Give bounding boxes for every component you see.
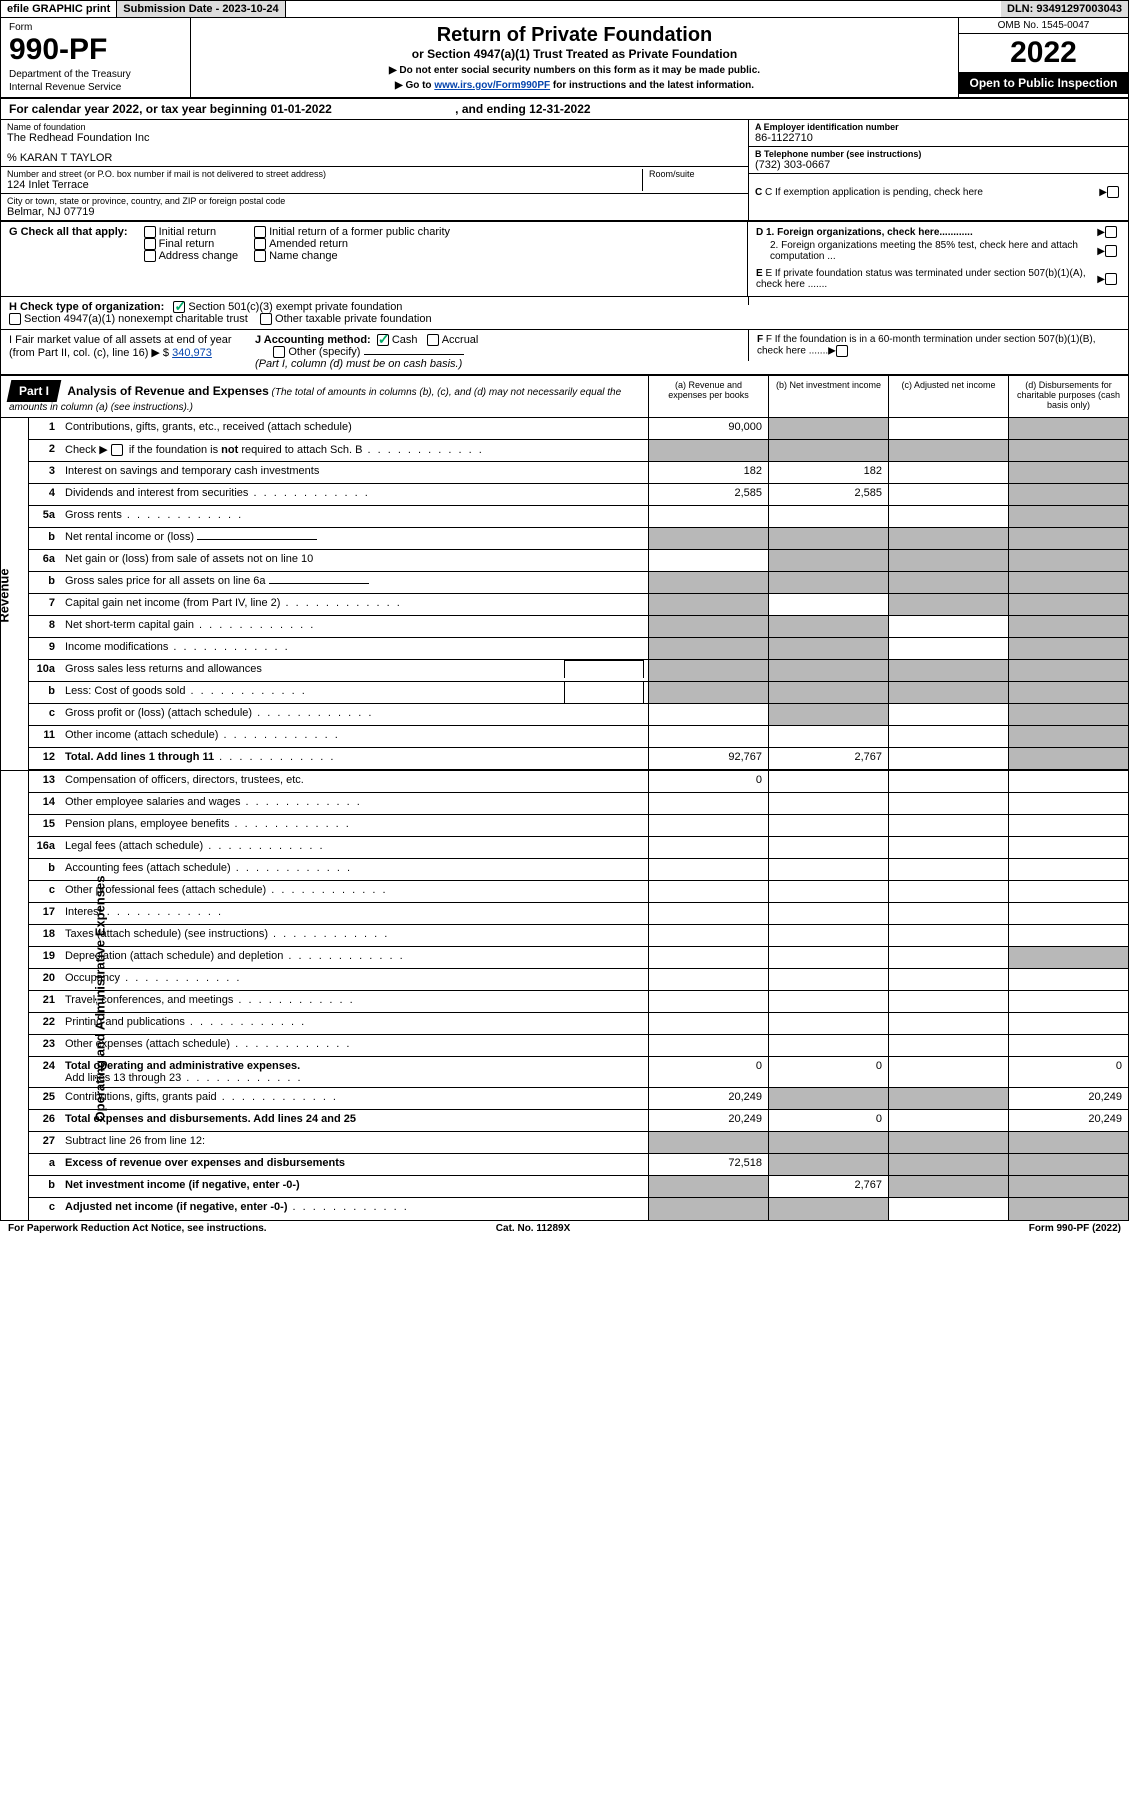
header-right: OMB No. 1545-0047 2022 Open to Public In… (958, 18, 1128, 97)
topbar: efile GRAPHIC print Submission Date - 20… (1, 1, 1128, 18)
tax-year: 2022 (959, 34, 1128, 72)
paperwork-notice: For Paperwork Reduction Act Notice, see … (8, 1223, 267, 1234)
submission-date: Submission Date - 2023-10-24 (117, 1, 285, 17)
section-g-h: G Check all that apply: Initial return F… (1, 221, 1128, 296)
form-header: Form 990-PF Department of the Treasury I… (1, 18, 1128, 99)
city-state-zip: Belmar, NJ 07719 (7, 206, 742, 218)
revenue-label: Revenue (0, 569, 12, 623)
cb-501c3[interactable] (173, 301, 185, 313)
header-center: Return of Private Foundation or Section … (191, 18, 958, 97)
revenue-grid: Revenue 1Contributions, gifts, grants, e… (1, 418, 1128, 770)
form-label: Form (9, 22, 182, 33)
ein-row: A Employer identification number 86-1122… (749, 120, 1128, 147)
efile-print[interactable]: efile GRAPHIC print (1, 1, 117, 17)
cb-address[interactable] (144, 250, 156, 262)
expenses-label: Operating and Administrative Expenses (92, 876, 107, 1122)
cat-no: Cat. No. 11289X (496, 1223, 570, 1234)
cb-other-method[interactable] (273, 346, 285, 358)
cb-initial-public[interactable] (254, 226, 266, 238)
col-d-header: (d) Disbursements for charitable purpose… (1008, 376, 1128, 417)
cb-schb[interactable] (111, 444, 123, 456)
cb-e[interactable] (1105, 273, 1117, 285)
form-container: efile GRAPHIC print Submission Date - 20… (0, 0, 1129, 1221)
phone-row: B Telephone number (see instructions) (7… (749, 147, 1128, 174)
dln: DLN: 93491297003043 (1001, 1, 1128, 17)
col-b-header: (b) Net investment income (768, 376, 888, 417)
form-subtitle: or Section 4947(a)(1) Trust Treated as P… (201, 47, 948, 61)
i-j-row: I Fair market value of all assets at end… (1, 329, 1128, 374)
d-e-section: D 1. Foreign organizations, check here..… (748, 222, 1128, 296)
cb-cash[interactable] (377, 334, 389, 346)
cb-d2[interactable] (1105, 245, 1117, 257)
cb-4947[interactable] (9, 313, 21, 325)
cb-amended[interactable] (254, 238, 266, 250)
note-link: ▶ Go to www.irs.gov/Form990PF for instru… (201, 80, 948, 91)
part1-label: Part I (7, 380, 62, 402)
g-checkboxes: G Check all that apply: Initial return F… (1, 222, 748, 296)
col-a-header: (a) Revenue and expenses per books (648, 376, 768, 417)
expenses-grid: Operating and Administrative Expenses 13… (1, 770, 1128, 1220)
care-of: % KARAN T TAYLOR (7, 152, 742, 164)
col-c-header: (c) Adjusted net income (888, 376, 1008, 417)
cb-other-tax[interactable] (260, 313, 272, 325)
fmv-link[interactable]: 340,973 (172, 347, 212, 359)
foundation-name: The Redhead Foundation Inc (7, 132, 742, 144)
footer: For Paperwork Reduction Act Notice, see … (0, 1221, 1129, 1236)
exemption-pending-row: C C If exemption application is pending,… (749, 174, 1128, 200)
part1-header: Part I Analysis of Revenue and Expenses … (1, 374, 1128, 418)
note-ssn: ▶ Do not enter social security numbers o… (201, 65, 948, 76)
form-number: 990-PF (9, 33, 182, 67)
form-ref: Form 990-PF (2022) (1029, 1223, 1121, 1234)
dept-treasury: Department of the Treasury (9, 69, 182, 80)
city-row: City or town, state or province, country… (1, 194, 748, 220)
form-title: Return of Private Foundation (201, 24, 948, 47)
street-address: 124 Inlet Terrace (7, 179, 642, 191)
irs-label: Internal Revenue Service (9, 82, 182, 93)
foundation-name-row: Name of foundation The Redhead Foundatio… (1, 120, 748, 167)
omb-number: OMB No. 1545-0047 (959, 18, 1128, 34)
cb-initial[interactable] (144, 226, 156, 238)
cb-d1[interactable] (1105, 226, 1117, 238)
irs-link[interactable]: www.irs.gov/Form990PF (434, 80, 550, 91)
identification-block: Name of foundation The Redhead Foundatio… (1, 120, 1128, 221)
ein: 86-1122710 (755, 132, 1122, 144)
cb-f[interactable] (836, 345, 848, 357)
h-row: H Check type of organization: Section 50… (1, 296, 1128, 329)
address-row: Number and street (or P.O. box number if… (1, 167, 748, 194)
cb-name-change[interactable] (254, 250, 266, 262)
checkbox-c[interactable] (1107, 186, 1119, 198)
phone: (732) 303-0667 (755, 159, 1122, 171)
calendar-year-row: For calendar year 2022, or tax year begi… (1, 99, 1128, 120)
cb-accrual[interactable] (427, 334, 439, 346)
header-left: Form 990-PF Department of the Treasury I… (1, 18, 191, 97)
open-inspection: Open to Public Inspection (959, 72, 1128, 94)
cb-final[interactable] (144, 238, 156, 250)
